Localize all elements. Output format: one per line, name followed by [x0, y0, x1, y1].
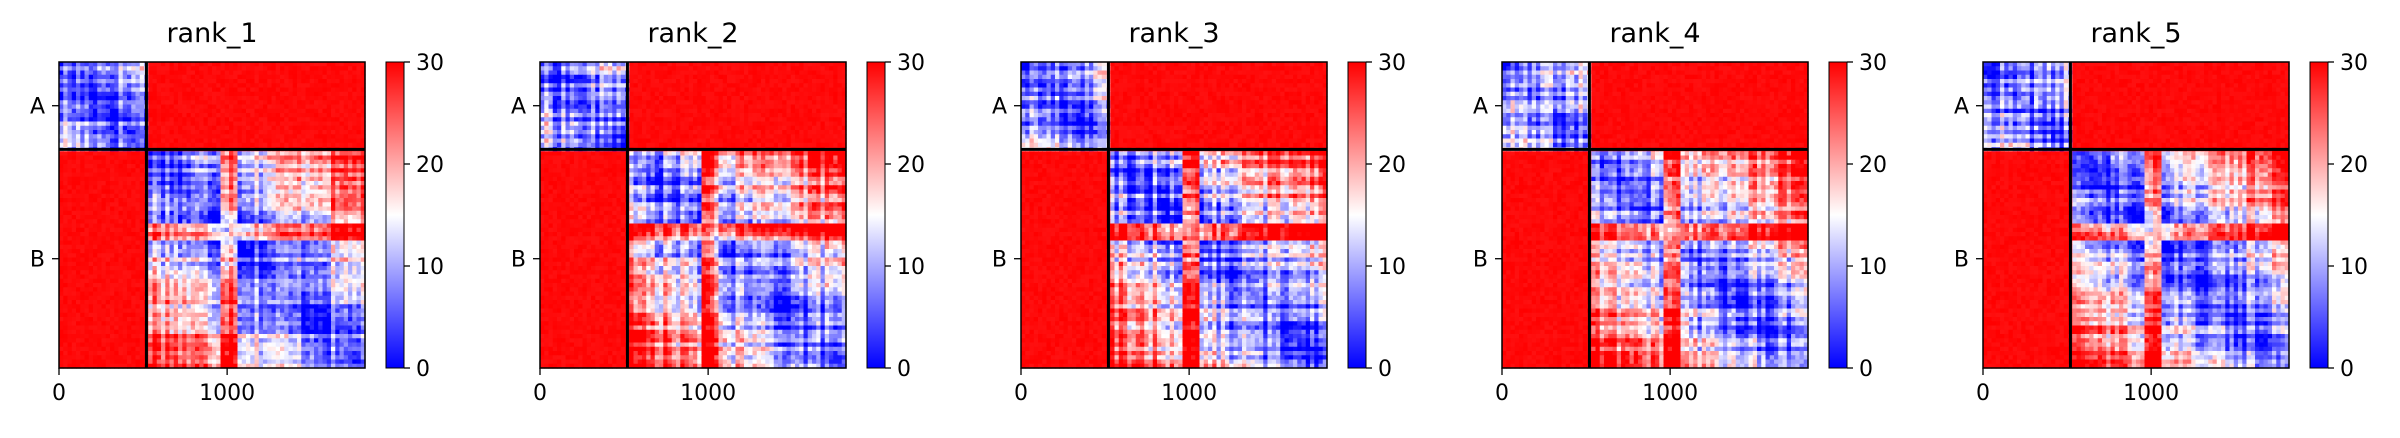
- panel-rank_2: rank_2 A B 0 1000 0 10 20 30: [511, 18, 925, 406]
- x-tick-label: 1000: [1642, 381, 1698, 406]
- chain-label: A: [1473, 95, 1488, 120]
- chain-label: B: [30, 248, 45, 273]
- colorbar-tick-label: 0: [2340, 357, 2354, 382]
- pae-heatmap: [540, 62, 847, 369]
- x-tick-label: 1000: [1161, 381, 1217, 406]
- chain-label: A: [1954, 95, 1969, 120]
- colorbar-tick-label: 10: [1859, 255, 1887, 280]
- colorbar-tick-label: 20: [1859, 153, 1887, 178]
- axes-frame: [539, 61, 847, 369]
- axes-frame: [1020, 61, 1328, 369]
- colorbar-tick-label: 20: [897, 153, 925, 178]
- colorbar-tick-label: 30: [1378, 51, 1406, 76]
- colorbar-tick-label: 10: [1378, 255, 1406, 280]
- x-tick-label: 1000: [2123, 381, 2179, 406]
- colorbar-tick-label: 20: [416, 153, 444, 178]
- colorbar-tick-label: 30: [2340, 51, 2368, 76]
- colorbar: [2309, 61, 2329, 369]
- chain-label: B: [511, 248, 526, 273]
- pae-heatmap: [1983, 62, 2290, 369]
- colorbar-tick-label: 10: [2340, 255, 2368, 280]
- panel-rank_5: rank_5 A B 0 1000 0 10 20 30: [1954, 18, 2368, 406]
- chain-label: B: [992, 248, 1007, 273]
- x-tick-label: 0: [52, 381, 66, 406]
- colorbar-tick-label: 0: [897, 357, 911, 382]
- chain-label: A: [30, 95, 45, 120]
- colorbar-tick-label: 30: [1859, 51, 1887, 76]
- colorbar: [1347, 61, 1367, 369]
- pae-heatmap: [1021, 62, 1328, 369]
- panel-rank_1: rank_1 A B 0 1000 0 10 20 30: [30, 18, 444, 406]
- panel-rank_3: rank_3 A B 0 1000 0 10 20 30: [992, 18, 1406, 406]
- chain-label: A: [511, 95, 526, 120]
- colorbar-tick-label: 0: [416, 357, 430, 382]
- colorbar-tick-label: 20: [1378, 153, 1406, 178]
- colorbar-tick-label: 10: [897, 255, 925, 280]
- panel-rank_4: rank_4 A B 0 1000 0 10 20 30: [1473, 18, 1887, 406]
- chain-label: B: [1954, 248, 1969, 273]
- panel-title: rank_3: [1128, 18, 1219, 49]
- x-tick-label: 0: [1976, 381, 1990, 406]
- x-tick-label: 1000: [680, 381, 736, 406]
- axes-frame: [58, 61, 366, 369]
- axes-frame: [1982, 61, 2290, 369]
- panel-title: rank_4: [1609, 18, 1700, 49]
- pae-heatmap: [1502, 62, 1809, 369]
- panel-title: rank_5: [2090, 18, 2181, 49]
- panel-title: rank_2: [647, 18, 738, 49]
- chain-label: B: [1473, 248, 1488, 273]
- colorbar-tick-label: 0: [1859, 357, 1873, 382]
- colorbar: [866, 61, 886, 369]
- axes-frame: [1501, 61, 1809, 369]
- chain-label: A: [992, 95, 1007, 120]
- x-tick-label: 1000: [199, 381, 255, 406]
- colorbar: [1828, 61, 1848, 369]
- panel-title: rank_1: [166, 18, 257, 49]
- colorbar-tick-label: 20: [2340, 153, 2368, 178]
- colorbar-tick-label: 10: [416, 255, 444, 280]
- colorbar-tick-label: 30: [897, 51, 925, 76]
- x-tick-label: 0: [1014, 381, 1028, 406]
- x-tick-label: 0: [533, 381, 547, 406]
- x-tick-label: 0: [1495, 381, 1509, 406]
- pae-heatmap: [59, 62, 366, 369]
- colorbar-tick-label: 30: [416, 51, 444, 76]
- colorbar-tick-label: 0: [1378, 357, 1392, 382]
- colorbar: [385, 61, 405, 369]
